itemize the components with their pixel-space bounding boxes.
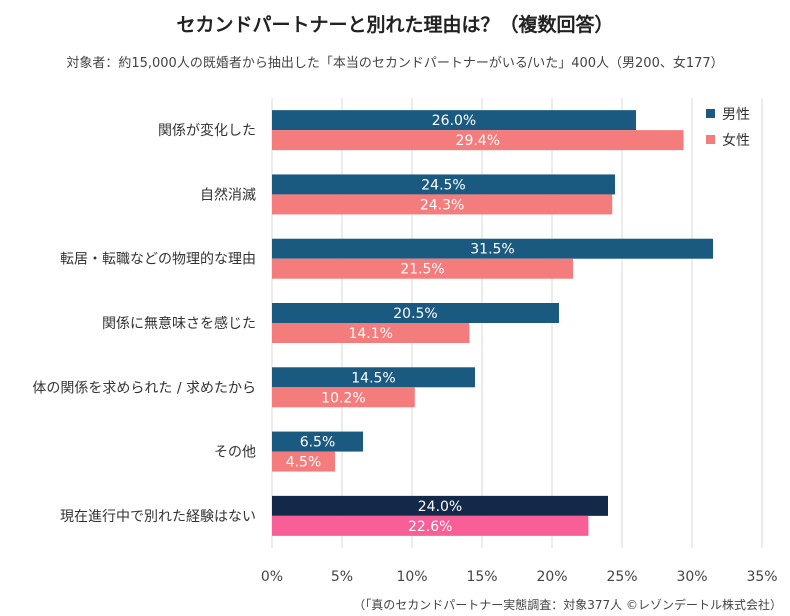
data-label: 10.2% bbox=[321, 390, 365, 406]
data-label: 22.6% bbox=[408, 519, 452, 535]
x-tick-label: 0% bbox=[261, 569, 283, 585]
data-label: 31.5% bbox=[470, 242, 514, 258]
bar-male bbox=[272, 495, 608, 516]
bar-male bbox=[272, 110, 636, 131]
category-label: 関係が変化した bbox=[158, 122, 256, 139]
bar-female bbox=[272, 258, 573, 279]
legend-swatch-male bbox=[706, 109, 715, 118]
data-label: 24.5% bbox=[421, 177, 465, 193]
x-tick-label: 20% bbox=[536, 569, 567, 585]
data-label: 29.4% bbox=[456, 133, 500, 149]
category-label: 体の関係を求められた / 求めたから bbox=[32, 380, 256, 396]
bar-female bbox=[272, 130, 684, 151]
bar-female bbox=[272, 387, 415, 408]
data-label: 14.5% bbox=[351, 370, 395, 386]
data-label: 21.5% bbox=[400, 262, 444, 278]
data-label: 26.0% bbox=[432, 113, 476, 129]
x-tick-label: 10% bbox=[396, 569, 427, 585]
x-tick-label: 30% bbox=[676, 569, 707, 585]
bar-male bbox=[272, 431, 363, 452]
bar-male bbox=[272, 367, 475, 388]
legend-swatch-female bbox=[706, 135, 715, 144]
data-label: 24.3% bbox=[420, 197, 464, 213]
data-label: 20.5% bbox=[393, 306, 437, 322]
chart-title: セカンドパートナーと別れた理由は？（複数回答） bbox=[176, 14, 614, 36]
category-label: 関係に無意味さを感じた bbox=[102, 315, 256, 332]
bar-male bbox=[272, 174, 615, 195]
data-label: 14.1% bbox=[348, 326, 392, 342]
legend-label: 男性 bbox=[722, 107, 750, 123]
x-tick-label: 25% bbox=[606, 569, 637, 585]
chart-subtitle: 対象者：約15,000人の既婚者から抽出した「本当のセカンドパートナーがいる/い… bbox=[66, 56, 724, 71]
bar-female bbox=[272, 451, 335, 472]
x-tick-label: 5% bbox=[331, 569, 353, 585]
bar-female bbox=[272, 194, 613, 215]
category-label: 自然消滅 bbox=[200, 186, 256, 203]
x-tick-label: 35% bbox=[746, 569, 777, 585]
data-label: 24.0% bbox=[418, 499, 462, 515]
data-label: 4.5% bbox=[286, 455, 322, 471]
legend-label: 女性 bbox=[722, 132, 750, 149]
bar-male bbox=[272, 303, 559, 323]
bar-male bbox=[272, 238, 713, 259]
x-tick-label: 15% bbox=[466, 569, 497, 585]
bar-female bbox=[272, 515, 589, 536]
category-label: その他 bbox=[214, 445, 256, 461]
category-label: 現在進行中で別れた経験はない bbox=[60, 509, 256, 525]
category-label: 転居・転職などの物理的な理由 bbox=[60, 252, 256, 268]
bar-female bbox=[272, 323, 470, 343]
data-label: 6.5% bbox=[300, 435, 336, 451]
source-note: （「真のセカンドパートナー実態調査：対象377人 ©レゾンデートル株式会社） bbox=[353, 598, 782, 612]
